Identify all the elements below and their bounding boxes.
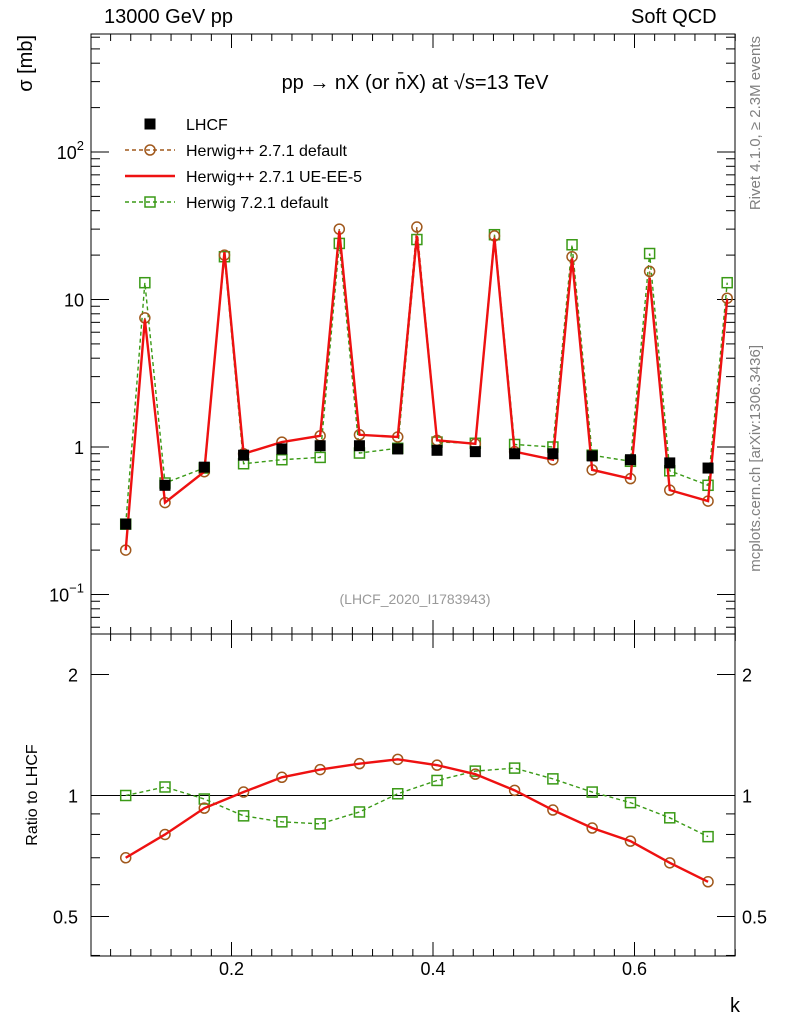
lhcf-data-point — [586, 450, 598, 462]
ratio-tick-label-left: 1 — [68, 787, 78, 807]
lhcf-data-point — [547, 448, 559, 460]
ratio-herwig7-point — [314, 818, 326, 830]
ratio-herwigpp-default-point — [159, 828, 171, 841]
ratio-herwig7-point — [276, 816, 288, 828]
ratio-herwig7-point — [431, 774, 443, 787]
ratio-herwig7-point — [547, 773, 559, 785]
lhcf-data-point — [469, 446, 481, 458]
y-tick-label: 1 — [74, 438, 84, 458]
ratio-line-herwig7 — [125, 767, 709, 838]
ratio-herwigpp-default-point — [664, 857, 676, 869]
ratio-panel — [119, 753, 714, 888]
lhcf-data-point — [392, 443, 404, 455]
series-line-herwig7 — [125, 234, 728, 525]
lhcf-data-point — [624, 454, 636, 466]
y-tick-exponent: −1 — [69, 581, 84, 596]
ratio-herwigpp-default-point — [237, 786, 250, 798]
ratio-herwig7-point — [391, 788, 404, 800]
x-tick-label: 0.4 — [420, 959, 445, 979]
y-tick-exponent: 2 — [77, 138, 84, 153]
ratio-tick-label-left: 0.5 — [53, 908, 78, 928]
herwig7-point — [643, 247, 656, 260]
ratio-herwig7-point — [586, 786, 598, 798]
ratio-herwig7-point — [664, 812, 676, 824]
lhcf-data-point — [314, 440, 326, 452]
legend-marker-herwig7 — [144, 196, 156, 208]
ratio-herwig7-point — [508, 762, 521, 774]
lhcf-data-point — [198, 461, 210, 473]
lhcf-data-point — [431, 444, 443, 456]
ratio-tick-label-right: 2 — [742, 666, 752, 686]
ratio-herwigpp-default-point — [198, 802, 211, 814]
legend-label-herwigpp-default: Herwig++ 2.7.1 default — [186, 143, 348, 160]
header-right: Soft QCD — [631, 6, 717, 28]
ratio-tick-label-right: 1 — [742, 787, 752, 807]
ratio-herwig7-point — [353, 806, 366, 818]
ratio-herwigpp-default-point — [508, 784, 521, 797]
ratio-herwigpp-default-point — [119, 852, 132, 864]
legend-marker-herwigpp-default — [144, 144, 156, 156]
ratio-line-herwigpp-default — [125, 758, 709, 883]
ratio-herwig7-point — [119, 789, 132, 802]
main-panel — [119, 221, 733, 556]
plot-title: pp → nX (or n̄X) at √s=13 TeV — [282, 71, 550, 94]
ratio-herwig7-point — [469, 765, 482, 777]
legend: LHCF Herwig++ 2.7.1 default Herwig++ 2.7.1… — [125, 117, 362, 212]
herwig7-point — [314, 451, 326, 464]
legend-marker-lhcf — [144, 118, 156, 130]
herwig7-point — [721, 276, 733, 289]
x-tick-label: 0.2 — [219, 959, 244, 979]
herwigpp-default-point — [643, 265, 656, 278]
herwig7-point — [276, 453, 288, 466]
analysis-id: (LHCF_2020_I1783943) — [340, 591, 491, 607]
ratio-herwigpp-default-point — [702, 876, 714, 888]
legend-label-herwig7: Herwig 7.2.1 default — [186, 195, 329, 212]
herwigpp-default-point — [411, 221, 423, 233]
legend-label-ue-ee-5: Herwig++ 2.7.1 UE-EE-5 — [186, 169, 362, 186]
y-tick-label: 102 — [57, 138, 84, 163]
ratio-herwig7-point — [624, 796, 637, 809]
ratio-herwig7-point — [237, 810, 250, 822]
lhcf-data-point — [664, 457, 676, 469]
ratio-herwig7-point — [159, 781, 171, 793]
ratio-herwig7-point — [702, 830, 714, 843]
ratio-herwigpp-default-point — [547, 804, 559, 816]
lhcf-data-point — [159, 479, 171, 491]
y-tick-base: 10 — [57, 143, 77, 163]
legend-label-lhcf: LHCF — [186, 117, 228, 134]
ratio-tick-label-right: 0.5 — [742, 908, 767, 928]
ratio-herwig7-point — [198, 793, 211, 805]
lhcf-data-point — [702, 462, 714, 474]
y-axis-title: σ [mb] — [15, 35, 37, 92]
y-tick-label: 10−1 — [49, 581, 84, 606]
x-axis-title: k — [730, 995, 741, 1017]
header-left: 13000 GeV pp — [104, 6, 233, 28]
series-line-ue-ee-5 — [124, 231, 729, 551]
ratio-axis-title: Ratio to LHCF — [24, 744, 41, 846]
herwig7-point — [566, 239, 578, 251]
lhcf-data-point — [353, 440, 365, 452]
lhcf-data-point — [238, 449, 250, 461]
lhcf-data-point — [276, 443, 288, 455]
lhcf-data-point — [120, 518, 132, 530]
herwig7-point — [139, 276, 151, 289]
x-tick-label: 0.6 — [622, 959, 647, 979]
ratio-tick-label-left: 2 — [68, 666, 78, 686]
lhcf-data-point — [509, 448, 521, 460]
side-label-rivet: Rivet 4.1.0, ≥ 2.3M events — [747, 36, 764, 210]
series-line-herwigpp-default — [125, 226, 728, 551]
ratio-herwigpp-default-point — [624, 835, 637, 847]
side-label-mcplots: mcplots.cern.ch [arXiv:1306.3436] — [747, 345, 764, 572]
y-tick-label: 10 — [64, 291, 84, 311]
ratio-line-ue-ee-5 — [125, 758, 709, 883]
y-tick-base: 10 — [49, 586, 69, 606]
ratio-herwigpp-default-point — [586, 822, 598, 834]
